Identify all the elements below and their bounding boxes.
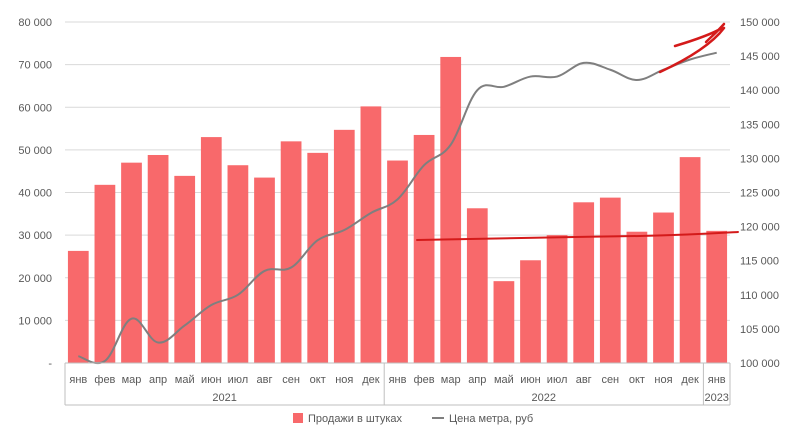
bar [440, 57, 461, 363]
x-tick-label: ноя [654, 374, 672, 386]
bar [174, 176, 195, 363]
y-left-tick-label: 70 000 [18, 60, 52, 72]
y-right-tick-label: 150 000 [740, 17, 780, 29]
bar [547, 235, 568, 363]
year-group-label: 2021 [212, 392, 236, 404]
x-tick-label: янв [389, 374, 407, 386]
bar [520, 260, 541, 363]
bar [307, 153, 328, 363]
bar [148, 155, 169, 363]
bar [706, 231, 727, 363]
x-tick-label: апр [468, 374, 486, 386]
bar [680, 157, 701, 363]
y-right-tick-label: 110 000 [740, 290, 779, 302]
y-right-tick-label: 140 000 [740, 85, 780, 97]
x-tick-label: янв [69, 374, 87, 386]
bar [361, 106, 382, 363]
x-tick-label: июл [228, 374, 249, 386]
x-tick-label: фев [414, 374, 435, 386]
x-tick-label: май [494, 374, 514, 386]
x-tick-label: окт [310, 374, 326, 386]
y-right-tick-label: 100 000 [740, 358, 780, 370]
y-left-tick-label: 40 000 [18, 188, 52, 200]
x-tick-label: сен [601, 374, 619, 386]
bar [281, 141, 302, 363]
bar [600, 198, 621, 363]
year-group-label: 2022 [532, 392, 556, 404]
legend-label: Продажи в штуках [308, 413, 403, 425]
x-tick-label: сен [282, 374, 300, 386]
bar [467, 208, 488, 363]
y-right-tick-label: 125 000 [740, 188, 780, 200]
x-tick-label: июн [201, 374, 221, 386]
x-tick-label: янв [708, 374, 726, 386]
bar [228, 165, 249, 363]
x-tick-label: авг [576, 374, 592, 386]
x-tick-label: мар [441, 374, 461, 386]
y-left-tick-label: - [48, 358, 52, 370]
y-right-tick-label: 105 000 [740, 324, 780, 336]
bar [414, 135, 435, 363]
y-left-tick-label: 30 000 [18, 230, 52, 242]
year-group-label: 2023 [704, 392, 728, 404]
y-right-tick-label: 145 000 [740, 51, 780, 63]
x-tick-label: мар [122, 374, 142, 386]
bar [494, 281, 515, 363]
bar [68, 251, 89, 363]
y-right-tick-label: 135 000 [740, 119, 780, 131]
y-left-tick-label: 10 000 [18, 315, 52, 327]
x-tick-label: май [175, 374, 195, 386]
legend-label: Цена метра, руб [449, 413, 533, 425]
x-tick-label: июн [520, 374, 540, 386]
x-tick-label: дек [681, 374, 699, 386]
bar [95, 185, 116, 363]
y-left-tick-label: 80 000 [18, 17, 52, 29]
x-tick-label: ноя [335, 374, 353, 386]
bar [573, 202, 594, 363]
x-tick-label: июл [547, 374, 568, 386]
y-left-tick-label: 20 000 [18, 273, 52, 285]
x-tick-label: окт [629, 374, 645, 386]
x-tick-label: фев [94, 374, 115, 386]
bar [201, 137, 222, 363]
y-right-tick-label: 120 000 [740, 222, 780, 234]
y-right-tick-label: 130 000 [740, 153, 780, 165]
x-tick-label: апр [149, 374, 167, 386]
legend-swatch-bar [293, 413, 303, 423]
bar [121, 163, 142, 363]
y-right-tick-label: 115 000 [740, 256, 779, 268]
x-tick-label: авг [257, 374, 273, 386]
bar [334, 130, 355, 363]
y-left-tick-label: 60 000 [18, 102, 52, 114]
bar [627, 232, 648, 363]
y-left-tick-label: 50 000 [18, 145, 52, 157]
x-tick-label: дек [362, 374, 380, 386]
